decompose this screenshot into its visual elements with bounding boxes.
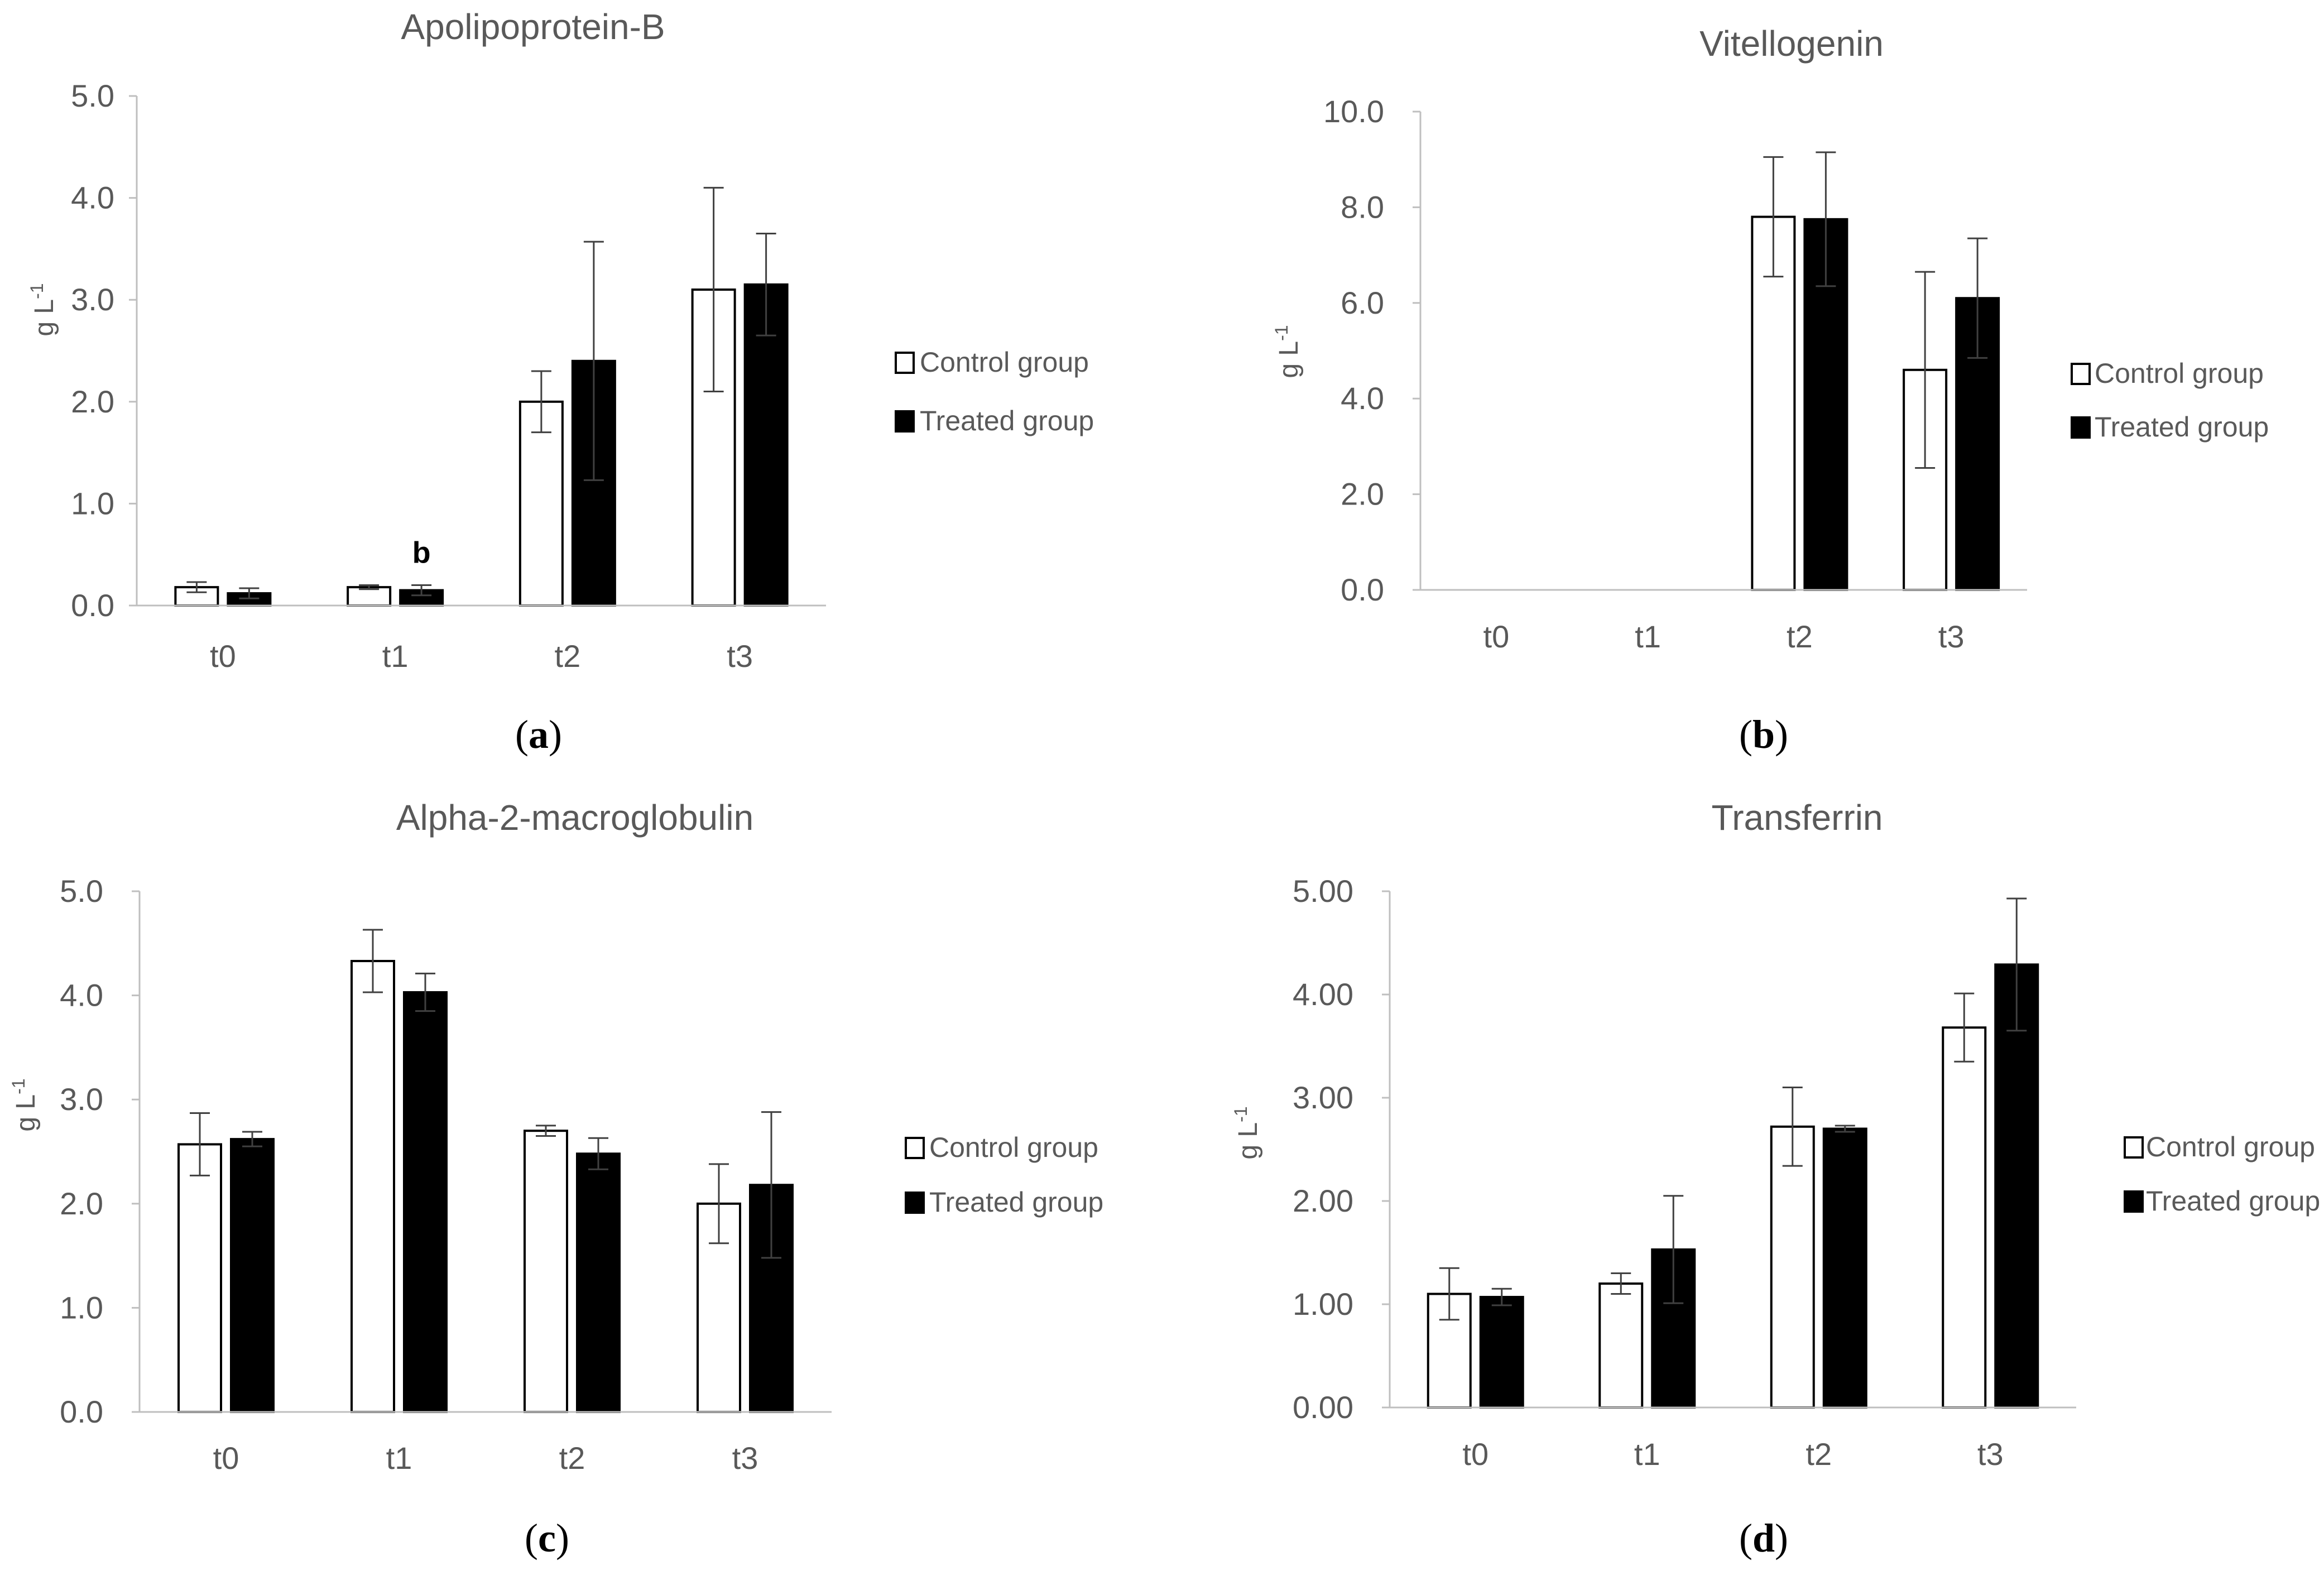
legend: Control group Treated group	[2071, 358, 2269, 443]
legend-label-treated: Treated group	[920, 405, 1094, 436]
y-tick-label: 2.0	[60, 1186, 103, 1221]
x-tick-label: t1	[1634, 1437, 1660, 1472]
legend: Control group Treated group	[905, 1132, 1103, 1218]
plot-area: 0.0 1.0 2.0 3.0 4.0 5.0 t0 t1 t2 t3	[60, 873, 832, 1476]
bar-control	[1751, 215, 1796, 592]
legend-swatch-treated	[895, 410, 915, 433]
legend-swatch-control	[895, 352, 915, 374]
legend-label-treated: Treated group	[2095, 411, 2269, 443]
y-tick-label: 5.00	[1293, 873, 1353, 909]
x-tick-label: t1	[1635, 619, 1661, 654]
bar-control	[1770, 1125, 1815, 1409]
bar-control	[177, 1143, 222, 1413]
x-tick-label: t0	[1483, 619, 1510, 654]
y-tick-label: 8.0	[1341, 189, 1384, 224]
legend-label-control: Control group	[920, 347, 1089, 378]
plot-area: 0.0 2.0 4.0 6.0 8.0 10.0 t0 t1 t2 t3	[1323, 94, 2027, 654]
legend-swatch-control	[905, 1137, 925, 1159]
x-tick-label: t3	[727, 638, 753, 674]
bar-control	[1942, 1026, 1987, 1409]
legend-swatch-control	[2071, 363, 2091, 385]
x-tick-label: t1	[382, 638, 409, 674]
chart-panel-d: Transferrin g L-1 0.00 1.00 2.00 3.00 4.00 5.…	[1231, 797, 2320, 1560]
y-tick-label: 0.00	[1293, 1390, 1353, 1425]
y-tick-label: 1.0	[60, 1290, 103, 1325]
y-tick-label: 4.0	[60, 978, 103, 1013]
chart-title: Alpha-2-macroglobulin	[396, 797, 753, 838]
panel-label: (a)	[515, 712, 562, 757]
legend-swatch-treated	[2071, 416, 2091, 439]
y-tick-label: 3.0	[71, 282, 114, 317]
bar-treated	[743, 283, 789, 607]
y-tick-label: 0.0	[1341, 572, 1384, 607]
x-tick-label: t2	[555, 638, 581, 674]
x-tick-label: t1	[386, 1440, 412, 1476]
y-tick-label: 5.0	[60, 873, 103, 909]
bar-treated	[230, 1138, 275, 1414]
legend-swatch-control	[2124, 1136, 2144, 1159]
chart-panel-c: Alpha-2-macroglobulin g L-1 0.0 1.0 2.0 3.0…	[8, 797, 1103, 1560]
y-tick-label: 4.00	[1293, 977, 1353, 1012]
legend-label-treated: Treated group	[929, 1186, 1103, 1218]
bar-treated	[1822, 1127, 1867, 1409]
x-tick-label: t3	[732, 1440, 758, 1476]
bar-treated	[403, 991, 448, 1413]
legend-label-control: Control group	[929, 1132, 1098, 1163]
legend: Control group Treated group	[2124, 1131, 2320, 1217]
y-tick-label: 0.0	[60, 1394, 103, 1429]
significance-annotation: b	[412, 536, 431, 569]
y-tick-label: 2.00	[1293, 1183, 1353, 1218]
panel-label: (b)	[1739, 712, 1788, 757]
y-tick-label: 2.0	[71, 384, 114, 419]
x-tick-label: t2	[1806, 1437, 1832, 1472]
y-axis-label: g L-1	[1271, 325, 1304, 378]
y-tick-label: 3.00	[1293, 1080, 1353, 1115]
bar-treated	[1479, 1296, 1524, 1409]
plot-area: 0.0 1.0 2.0 3.0 4.0 5.0 t0 t1 t2 t3 b	[71, 78, 826, 674]
bar-control	[524, 1130, 568, 1414]
x-tick-label: t0	[1462, 1437, 1488, 1472]
y-tick-label: 3.0	[60, 1082, 103, 1117]
bar-treated	[576, 1152, 621, 1413]
legend-label-control: Control group	[2146, 1131, 2315, 1162]
chart-title: Vitellogenin	[1699, 23, 1884, 64]
y-tick-label: 5.0	[71, 78, 114, 113]
x-tick-label: t3	[1938, 619, 1965, 654]
x-tick-label: t3	[1977, 1437, 2004, 1472]
y-axis-label: g L-1	[8, 1078, 41, 1131]
y-tick-label: 4.0	[71, 180, 114, 215]
x-tick-label: t2	[559, 1440, 585, 1476]
chart-panel-b: Vitellogenin g L-1 0.0 2.0 4.0 6.0 8.0 10.0 t0…	[1271, 23, 2269, 757]
chart-title: Apolipoprotein-B	[401, 7, 665, 47]
y-tick-label: 2.0	[1341, 477, 1384, 512]
legend-label-treated: Treated group	[2146, 1185, 2320, 1217]
y-tick-label: 4.0	[1341, 381, 1384, 416]
y-tick-label: 1.00	[1293, 1286, 1353, 1322]
panel-label: (d)	[1739, 1516, 1788, 1560]
bar-control	[1598, 1282, 1644, 1409]
bar-control	[350, 960, 395, 1413]
x-tick-label: t2	[1787, 619, 1813, 654]
chart-title: Transferrin	[1711, 797, 1883, 838]
y-tick-label: 0.0	[71, 588, 114, 623]
y-axis-label: g L-1	[1231, 1106, 1263, 1159]
y-tick-label: 6.0	[1341, 285, 1384, 320]
plot-area: 0.00 1.00 2.00 3.00 4.00 5.00 t0 t1 t2 t3	[1293, 873, 2076, 1472]
y-axis-label: g L-1	[27, 283, 59, 336]
legend: Control group Treated group	[895, 347, 1094, 436]
y-tick-label: 1.0	[71, 486, 114, 521]
legend-swatch-treated	[2124, 1190, 2144, 1213]
legend-label-control: Control group	[2095, 358, 2264, 389]
x-tick-label: t0	[210, 638, 236, 674]
x-tick-label: t0	[213, 1440, 239, 1476]
panel-label: (c)	[525, 1516, 569, 1560]
legend-swatch-treated	[905, 1192, 925, 1214]
chart-panel-a: Apolipoprotein-B g L-1 0.0 1.0 2.0 3.0 4.0 5.…	[27, 7, 1094, 757]
y-tick-label: 10.0	[1323, 94, 1384, 129]
